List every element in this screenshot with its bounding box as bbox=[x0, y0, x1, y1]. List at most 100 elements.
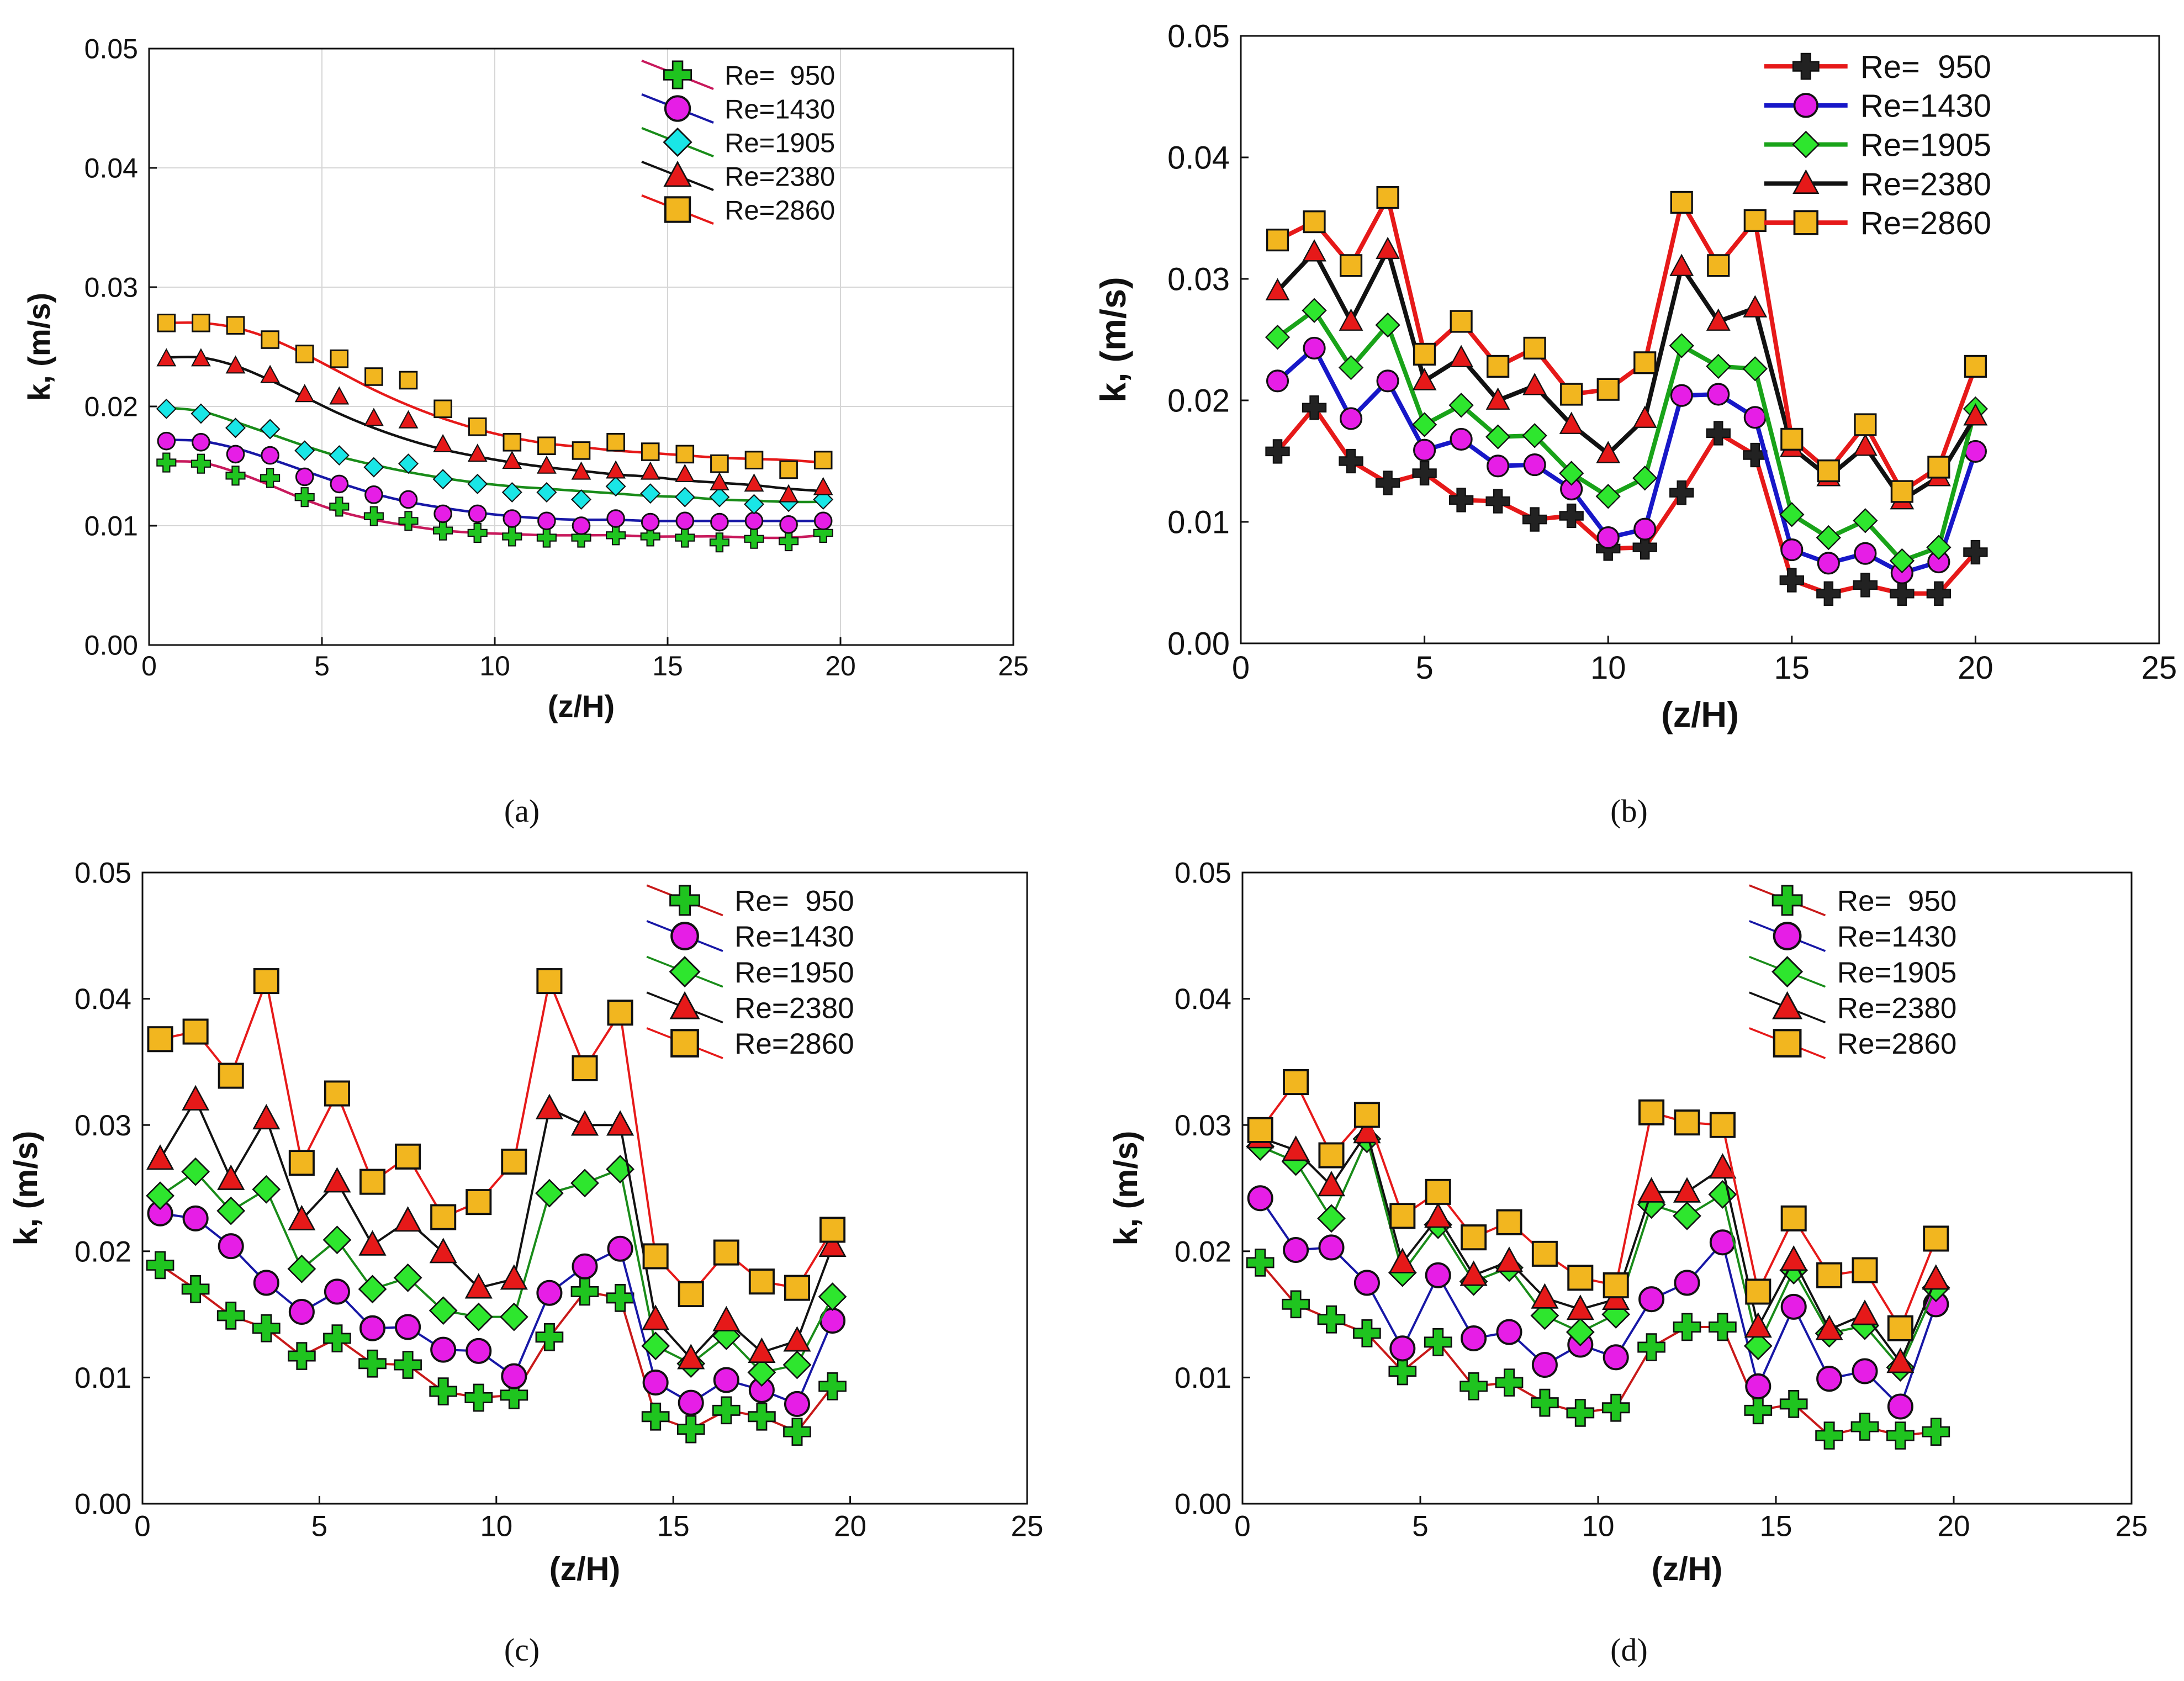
data-point bbox=[329, 445, 350, 466]
data-point bbox=[607, 1235, 633, 1262]
data-point bbox=[1743, 209, 1767, 232]
data-point bbox=[1595, 484, 1621, 509]
data-point bbox=[468, 417, 487, 436]
data-point bbox=[432, 469, 453, 490]
data-point bbox=[1743, 1331, 1773, 1361]
data-point bbox=[1459, 1372, 1488, 1400]
data-point bbox=[1709, 1112, 1736, 1138]
data-point bbox=[1780, 1205, 1807, 1231]
data-point bbox=[744, 528, 764, 549]
data-point bbox=[1461, 1325, 1487, 1352]
data-point bbox=[1339, 407, 1363, 430]
data-point bbox=[217, 1164, 245, 1190]
data-point bbox=[1496, 1209, 1522, 1235]
data-point bbox=[784, 1275, 811, 1301]
x-tick-label: 10 bbox=[479, 651, 510, 681]
data-point bbox=[1743, 295, 1768, 318]
data-point bbox=[146, 1144, 174, 1170]
data-point bbox=[294, 487, 315, 508]
data-point bbox=[1450, 427, 1473, 451]
data-point bbox=[1487, 355, 1510, 378]
data-point bbox=[394, 1206, 422, 1232]
data-point bbox=[1522, 373, 1547, 395]
data-point bbox=[675, 463, 695, 482]
data-point bbox=[779, 460, 798, 479]
x-tick-label: 5 bbox=[1412, 1510, 1428, 1542]
x-tick-label: 25 bbox=[2141, 650, 2177, 686]
data-point bbox=[464, 1273, 493, 1299]
data-point bbox=[642, 1370, 669, 1396]
data-point bbox=[398, 511, 419, 531]
x-tick-label: 25 bbox=[998, 651, 1029, 681]
panel-caption: (a) bbox=[504, 793, 540, 829]
data-point bbox=[779, 515, 798, 534]
y-tick-label: 0.01 bbox=[1175, 1362, 1231, 1394]
legend-label: Re=1430 bbox=[1860, 88, 1991, 124]
plot-frame bbox=[1240, 35, 2160, 644]
data-point bbox=[1816, 525, 1841, 551]
x-tick-label: 20 bbox=[1958, 650, 1993, 686]
data-point bbox=[1265, 324, 1291, 350]
chart-panel-a: 0 5 10 15 20 25 0.00 0.01 0.02 0.03 0.04 0.05 (z/H) k… bbox=[22, 34, 1029, 829]
data-point bbox=[430, 1336, 457, 1363]
data-point bbox=[1566, 1294, 1594, 1320]
data-point bbox=[1282, 1135, 1310, 1161]
data-point bbox=[1496, 1319, 1522, 1345]
data-point bbox=[260, 468, 281, 488]
data-point bbox=[1353, 1102, 1380, 1128]
data-point bbox=[1596, 378, 1620, 401]
data-point bbox=[1669, 333, 1694, 358]
series-re-1905 bbox=[1246, 1124, 1950, 1382]
data-point bbox=[1266, 229, 1289, 252]
legend-marker bbox=[670, 922, 699, 950]
data-point bbox=[536, 968, 563, 995]
data-point bbox=[433, 520, 453, 541]
data-point bbox=[182, 1205, 209, 1231]
data-point bbox=[713, 1239, 739, 1266]
legend-marker bbox=[669, 956, 701, 988]
data-point bbox=[1673, 1177, 1701, 1203]
data-point bbox=[464, 1383, 493, 1412]
data-point bbox=[146, 1251, 174, 1280]
data-point bbox=[1283, 1236, 1309, 1264]
y-tick-label: 0.00 bbox=[75, 1488, 131, 1521]
data-point bbox=[1779, 568, 1804, 593]
data-point bbox=[1674, 1109, 1700, 1136]
data-point bbox=[503, 433, 522, 452]
data-point bbox=[570, 1110, 599, 1136]
data-point bbox=[676, 1415, 705, 1444]
data-point bbox=[1448, 393, 1474, 418]
data-point bbox=[181, 1157, 210, 1186]
data-point bbox=[1853, 508, 1878, 533]
legend-label: Re= 950 bbox=[1860, 49, 1991, 85]
data-point bbox=[1317, 1204, 1346, 1233]
data-point bbox=[535, 1323, 564, 1351]
data-point bbox=[1303, 210, 1326, 234]
series-re-950 bbox=[1265, 395, 1988, 606]
data-point bbox=[1596, 441, 1621, 463]
legend-marker bbox=[1793, 210, 1818, 235]
data-point bbox=[501, 1363, 527, 1389]
legend-label: Re=2380 bbox=[1837, 992, 1957, 1024]
data-point bbox=[606, 1284, 634, 1312]
y-axis-title: k, (m/s) bbox=[7, 1131, 44, 1246]
y-tick-label: 0.02 bbox=[1175, 1235, 1231, 1268]
data-point bbox=[467, 443, 488, 462]
series-re-1905 bbox=[1265, 298, 1989, 574]
data-point bbox=[641, 442, 660, 461]
data-point bbox=[784, 1391, 811, 1417]
data-point bbox=[218, 1233, 244, 1260]
data-point bbox=[572, 441, 591, 460]
data-point bbox=[535, 1093, 563, 1119]
x-tick-label: 5 bbox=[314, 651, 330, 681]
data-point bbox=[779, 531, 799, 552]
data-point bbox=[260, 364, 281, 383]
data-point bbox=[398, 453, 419, 474]
data-point bbox=[218, 1062, 244, 1089]
data-point bbox=[1637, 1333, 1665, 1361]
data-point bbox=[157, 314, 176, 332]
data-point bbox=[1485, 387, 1510, 410]
data-point bbox=[640, 483, 661, 504]
data-point bbox=[363, 457, 384, 478]
